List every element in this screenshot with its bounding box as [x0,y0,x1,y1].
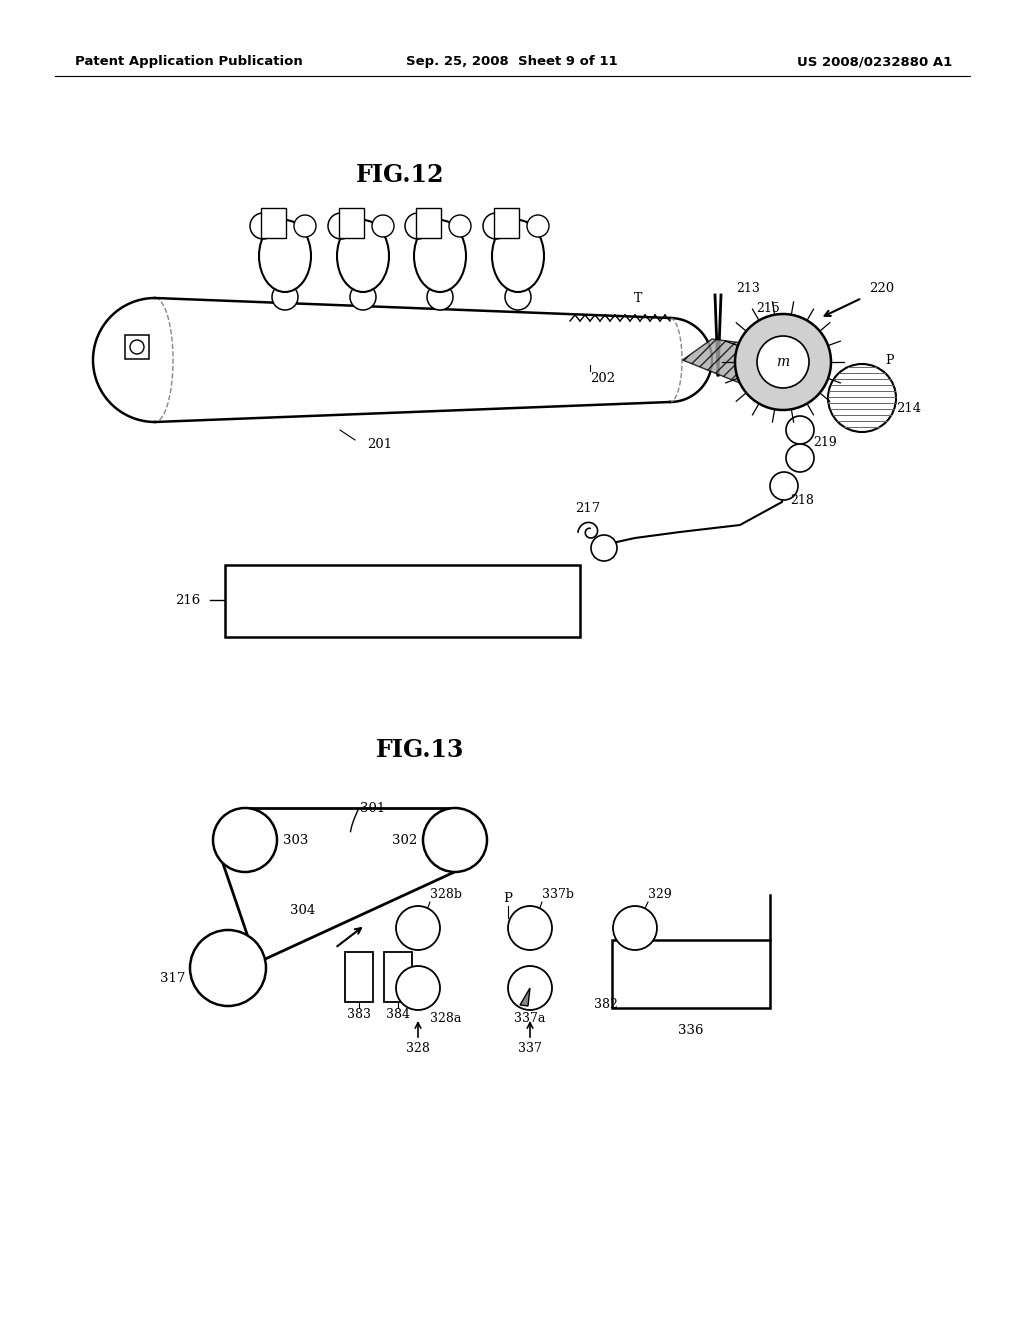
Circle shape [130,341,144,354]
Circle shape [786,416,814,444]
Text: 218: 218 [791,494,814,507]
Text: T: T [634,292,642,305]
Bar [612,940,770,1008]
Circle shape [757,337,809,388]
Circle shape [250,213,276,239]
Circle shape [527,215,549,238]
Circle shape [449,215,471,238]
Text: 302: 302 [392,833,417,846]
Ellipse shape [492,220,544,292]
Circle shape [613,906,657,950]
Text: 202: 202 [590,371,615,384]
Text: 219: 219 [813,436,837,449]
Circle shape [483,213,509,239]
Circle shape [272,284,298,310]
Text: 216: 216 [175,594,200,606]
Text: Patent Application Publication: Patent Application Publication [75,55,303,69]
Bar [225,565,580,638]
Text: 301: 301 [360,801,385,814]
Ellipse shape [337,220,389,292]
Text: 220: 220 [869,281,895,294]
Text: 304: 304 [291,903,315,916]
Text: 303: 303 [283,833,308,846]
Text: 217: 217 [575,502,601,515]
Bar [416,209,441,238]
Circle shape [735,314,831,411]
Text: 336: 336 [678,1023,703,1036]
Text: 337b: 337b [542,888,574,902]
Circle shape [505,284,531,310]
Circle shape [423,808,487,873]
Circle shape [786,444,814,473]
Text: 328b: 328b [430,888,462,902]
Text: 383: 383 [347,1008,371,1022]
Ellipse shape [259,220,311,292]
Bar [261,209,286,238]
Bar [384,952,412,1002]
Circle shape [828,364,896,432]
Bar [125,335,150,359]
Text: m: m [776,355,790,370]
Circle shape [406,213,431,239]
Circle shape [294,215,316,238]
Text: 382: 382 [594,998,618,1011]
Text: FIG.13: FIG.13 [376,738,464,762]
Circle shape [190,931,266,1006]
Text: 329: 329 [648,888,672,902]
Text: FIG.12: FIG.12 [355,162,444,187]
Bar [345,952,373,1002]
Text: 214: 214 [896,401,922,414]
Text: 201: 201 [368,438,392,451]
Text: US 2008/0232880 A1: US 2008/0232880 A1 [797,55,952,69]
Text: 337: 337 [518,1041,542,1055]
Polygon shape [683,339,778,391]
Polygon shape [520,987,530,1006]
Text: 317: 317 [161,972,185,985]
Circle shape [372,215,394,238]
Bar [339,209,364,238]
Text: 213: 213 [736,281,760,294]
Circle shape [508,906,552,950]
Bar [494,209,519,238]
Text: 328a: 328a [430,1011,462,1024]
Text: 215: 215 [756,301,780,314]
Text: 337a: 337a [514,1011,546,1024]
Circle shape [591,535,617,561]
Circle shape [396,966,440,1010]
Circle shape [350,284,376,310]
Circle shape [508,966,552,1010]
Ellipse shape [414,220,466,292]
Text: 384: 384 [386,1008,410,1022]
Circle shape [770,473,798,500]
Circle shape [213,808,278,873]
Text: Sep. 25, 2008  Sheet 9 of 11: Sep. 25, 2008 Sheet 9 of 11 [407,55,617,69]
Text: P: P [504,891,512,904]
Text: 328: 328 [407,1041,430,1055]
Circle shape [427,284,453,310]
Circle shape [396,906,440,950]
Circle shape [328,213,354,239]
Text: P: P [886,354,894,367]
